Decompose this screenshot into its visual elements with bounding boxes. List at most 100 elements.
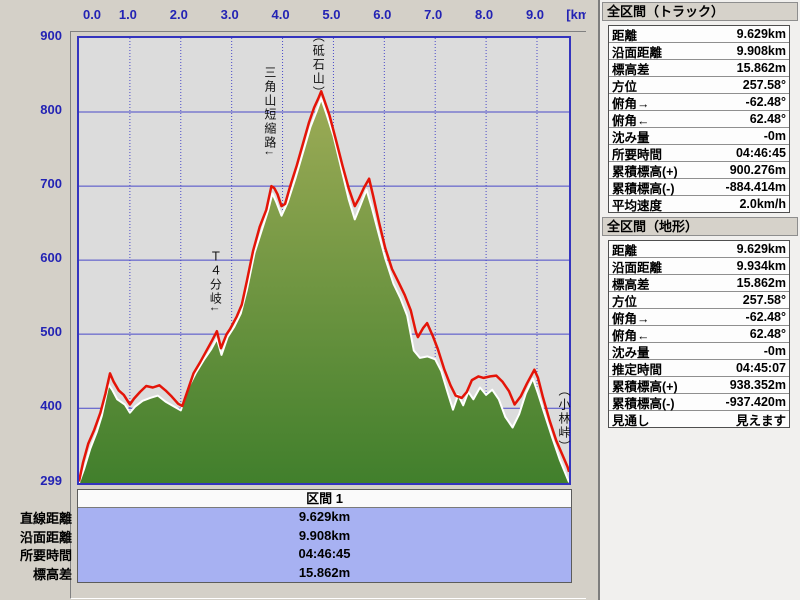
panel-row-label: 沿面距離 (612, 45, 663, 60)
panel-row: 累積標高(-) -937.420m (609, 394, 789, 411)
panel-row-value: 見えます (735, 413, 786, 428)
panel-row: 沿面距離 9.908km (609, 43, 789, 60)
panel-row: 俯角← 62.48° (609, 111, 789, 128)
x-tick-label: 3.0 (220, 7, 239, 22)
panel-row: 俯角→ -62.48° (609, 94, 789, 111)
segment-values: 9.629km 9.908km 04:46:45 15.862m (78, 508, 571, 582)
segment-value: 9.908km (298, 527, 351, 543)
panel-row: 俯角← 62.48° (609, 326, 789, 343)
panel-row: 方位 257.58° (609, 77, 789, 94)
x-tick-label: 9.0 (525, 7, 545, 22)
panel-row-value: 9.934km (736, 259, 786, 273)
y-tick-label: 600 (40, 250, 62, 266)
panel-row-value: -884.414m (725, 180, 786, 194)
panel-section-table: 距離 9.629km 沿面距離 9.908km 標高差 15.862m 方位 257.58° 俯… (608, 25, 790, 213)
annotation-label: （小林峠） (556, 384, 571, 454)
panel-row-label: 俯角→ (612, 311, 650, 326)
panel-row-label: 累積標高(-) (612, 396, 675, 411)
x-tick-label: 4.0 (271, 7, 290, 22)
panel-row: 見通し 見えます (609, 411, 789, 428)
panel-row-value: 257.58° (742, 293, 786, 307)
panel-row-label: 方位 (612, 294, 638, 309)
panel-row-value: -62.48° (745, 95, 786, 109)
panel-row-value: 15.862m (736, 61, 786, 75)
panel-row: 沈み量 -0m (609, 343, 789, 360)
panel-row: 距離 9.629km (609, 26, 789, 43)
x-tick-label: 1.0 (118, 7, 137, 22)
annotation-label: Ｔ４分岐↓ (208, 250, 223, 314)
panel-row-value: -937.420m (725, 395, 786, 409)
panel-row-label: 方位 (612, 79, 638, 94)
segment-value: 04:46:45 (298, 546, 351, 561)
panel-row-label: 累積標高(+) (612, 164, 678, 179)
panel-row-value: -62.48° (745, 310, 786, 324)
panel-row-value: 62.48° (749, 327, 786, 341)
panel-row-value: 9.908km (736, 44, 786, 58)
track-line (79, 90, 569, 482)
panel-row: 平均速度 2.0km/h (609, 196, 789, 213)
panel-row: 推定時間 04:45:07 (609, 360, 789, 377)
terrain-outline (79, 97, 569, 483)
segment-value: 9.629km (298, 509, 351, 524)
panel-row-label: 推定時間 (612, 362, 663, 377)
panel-row: 標高差 15.862m (609, 275, 789, 292)
panel-row-label: 見通し (612, 413, 650, 428)
panel-row-value: 2.0km/h (739, 197, 786, 211)
panel-row-label: 沈み量 (612, 130, 650, 145)
x-tick-label: 5.0 (322, 7, 341, 22)
segment-row-label: 沿面距離 (19, 529, 72, 545)
panel-row-value: 9.629km (736, 27, 786, 41)
panel-row: 累積標高(+) 900.276m (609, 162, 789, 179)
panel-row: 俯角→ -62.48° (609, 309, 789, 326)
panel-row-value: -0m (763, 344, 786, 358)
panel-row-label: 所要時間 (612, 147, 663, 162)
segment-row-label: 直線距離 (19, 511, 72, 526)
panel-row: 所要時間 04:46:45 (609, 145, 789, 162)
x-tick-label: 6.0 (373, 7, 392, 22)
panel-row-label: 沈み量 (612, 345, 650, 360)
panel-section-table: 距離 9.629km 沿面距離 9.934km 標高差 15.862m 方位 257.58° 俯… (608, 240, 790, 428)
x-tick-label: 0.0 (82, 7, 102, 22)
panel-row-value: 257.58° (742, 78, 786, 92)
panel-row-label: 俯角← (612, 328, 650, 343)
y-tick-label: 800 (40, 102, 62, 118)
panel-row-value: 62.48° (749, 112, 786, 126)
panel-row: 距離 9.629km (609, 241, 789, 258)
y-tick-label: 700 (40, 176, 62, 192)
panel-row-label: 俯角← (612, 113, 650, 128)
segment-row-label: 所要時間 (19, 548, 72, 563)
annotation-label: 三角山短縮路↓ (262, 66, 277, 158)
panel-section-header: 全区間（トラック） (602, 2, 798, 21)
pane-splitter[interactable] (586, 0, 598, 600)
y-tick-label: 900 (40, 28, 62, 43)
segment-row-label: 標高差 (32, 566, 72, 582)
panel-section-header: 全区間（地形） (602, 217, 798, 236)
panel-row: 累積標高(+) 938.352m (609, 377, 789, 394)
elevation-plot[interactable] (77, 36, 571, 485)
panel-row: 沈み量 -0m (609, 128, 789, 145)
panel-row-label: 累積標高(-) (612, 181, 675, 196)
panel-row-value: 15.862m (736, 276, 786, 290)
panel-row-label: 距離 (612, 243, 638, 258)
y-tick-label: 500 (40, 324, 62, 340)
panel-row-label: 沿面距離 (612, 260, 663, 275)
panel-row-label: 累積標高(+) (612, 379, 678, 394)
panel-row: 標高差 15.862m (609, 60, 789, 77)
panel-row: 沿面距離 9.934km (609, 258, 789, 275)
terrain-area (79, 98, 569, 483)
segment-header: 区間 1 (78, 490, 571, 508)
annotation-label: （砥石山） (311, 30, 326, 100)
panel-row-value: 900.276m (729, 163, 786, 177)
panel-row-label: 距離 (612, 28, 638, 43)
x-tick-label: 7.0 (424, 7, 443, 22)
segment-summary-table: 区間 1 9.629km 9.908km 04:46:45 15.862m (77, 489, 572, 583)
y-tick-label: 299 (40, 473, 62, 488)
y-tick-label: 400 (40, 398, 62, 414)
panel-row: 累積標高(-) -884.414m (609, 179, 789, 196)
panel-row-value: 04:45:07 (735, 361, 786, 375)
panel-row-label: 標高差 (612, 62, 650, 77)
panel-row-value: 9.629km (736, 242, 786, 256)
panel-row-value: 938.352m (729, 378, 786, 392)
info-pane: 全区間（トラック） 距離 9.629km 沿面距離 9.908km 標高差 15.862m 方… (598, 0, 800, 600)
